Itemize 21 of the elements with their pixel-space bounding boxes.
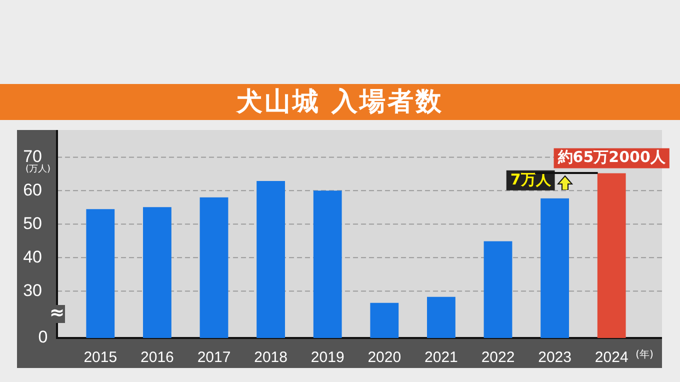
chart-title: 犬山城 入場者数 <box>0 84 680 120</box>
x-tick-label: 2022 <box>481 349 515 366</box>
x-tick-label: 2020 <box>368 349 402 366</box>
x-tick-label: 2018 <box>254 349 288 366</box>
y-tick-label: 70 <box>23 146 42 166</box>
x-tick-label: 2024 <box>594 349 628 366</box>
y-tick-label: 50 <box>23 214 42 233</box>
x-tick-label: 2023 <box>538 349 572 366</box>
y-axis-title: (万人) <box>25 164 51 175</box>
x-tick-label: 2015 <box>84 349 118 366</box>
x-tick-label: 2017 <box>197 349 231 366</box>
x-tick-label: 2019 <box>310 349 344 366</box>
x-tick-label: 2016 <box>140 349 174 366</box>
y-tick-label: 40 <box>23 247 42 266</box>
y-tick-label: 30 <box>23 280 42 300</box>
text: 0 <box>38 328 48 347</box>
x-tick-label: 2021 <box>424 349 458 366</box>
x-axis-title: (年) <box>636 348 654 361</box>
annotation: ≈ <box>49 302 65 324</box>
annotation: 約65万2000人 <box>556 148 666 166</box>
y-tick-label: 60 <box>23 180 42 200</box>
